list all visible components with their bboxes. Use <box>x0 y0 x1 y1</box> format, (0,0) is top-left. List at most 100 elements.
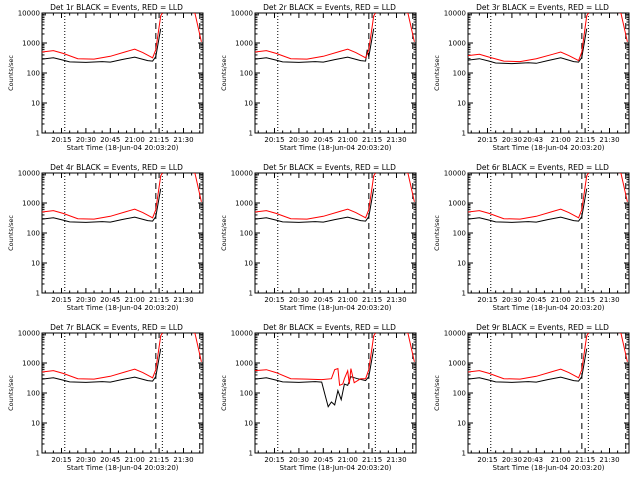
y-tick-label: 10 <box>457 100 466 108</box>
x-tick-label: 20:45 <box>100 456 120 464</box>
series-events-line <box>42 28 162 63</box>
x-tick-label: 21:00 <box>125 456 145 464</box>
x-tick-label: 21:15 <box>575 136 595 144</box>
x-tick-label: 20:45 <box>313 456 333 464</box>
y-tick-label: 100 <box>240 230 253 238</box>
x-tick-label: 20:30 <box>502 296 522 304</box>
x-tick-label: 21:30 <box>173 456 193 464</box>
series-lld-line <box>255 173 415 220</box>
chart-title: Det 5r BLACK = Events, RED = LLD <box>263 163 396 172</box>
series-events-line <box>468 348 588 383</box>
x-tick-label: 21:30 <box>386 136 406 144</box>
y-tick-label: 10 <box>457 260 466 268</box>
x-tick-label: 20:15 <box>51 456 71 464</box>
y-axis-label: Counts/sec <box>220 215 228 251</box>
y-tick-label: 10000 <box>231 330 253 338</box>
y-tick-label: 1000 <box>22 200 40 208</box>
x-tick-label: 21:00 <box>551 296 571 304</box>
y-axis-label: Counts/sec <box>7 55 15 91</box>
x-tick-label: 21:15 <box>149 296 169 304</box>
chart-det-9r: 1 10 100 1000 10000 20:15 20:30 20:43 21:00 21:15… <box>433 323 630 472</box>
y-tick-label: 1 <box>462 290 466 298</box>
x-axis-label: Start Time (18-Jun-04 20:03:20) <box>67 464 179 472</box>
chart-title: Det 1r BLACK = Events, RED = LLD <box>50 3 183 12</box>
x-tick-label: 20:15 <box>477 136 497 144</box>
x-tick-label: 21:00 <box>125 296 145 304</box>
chart-det-1r: 1 10 100 1000 10000 20:15 20:30 20:45 21:00 21:15… <box>7 3 204 152</box>
x-tick-label: 20:15 <box>264 296 284 304</box>
x-tick-label: 21:00 <box>338 296 358 304</box>
series-events-line <box>468 28 588 65</box>
chart-title: Det 8r BLACK = Events, RED = LLD <box>263 323 396 332</box>
x-tick-label: 20:45 <box>100 296 120 304</box>
x-tick-label: 21:00 <box>338 456 358 464</box>
y-tick-label: 1000 <box>22 360 40 368</box>
x-tick-label: 21:30 <box>599 136 619 144</box>
x-tick-label: 20:30 <box>502 456 522 464</box>
series-events-line <box>42 348 162 383</box>
series-lld-line <box>468 13 628 63</box>
x-tick-label: 21:00 <box>551 136 571 144</box>
series-events-line <box>255 188 375 223</box>
y-tick-label: 1000 <box>448 40 466 48</box>
y-axis-label: Counts/sec <box>433 55 441 91</box>
x-tick-label: 21:00 <box>125 136 145 144</box>
y-tick-label: 1 <box>462 450 466 458</box>
x-tick-label: 20:15 <box>264 456 284 464</box>
x-tick-label: 20:30 <box>76 136 96 144</box>
y-tick-label: 10 <box>244 100 253 108</box>
chart-det-3r: 1 10 100 1000 10000 20:15 20:30 20:43 21:00 21:15… <box>433 3 630 152</box>
y-tick-label: 10000 <box>231 170 253 178</box>
y-tick-label: 1 <box>462 130 466 138</box>
x-axis-label: Start Time (18-Jun-04 20:03:20) <box>67 144 179 152</box>
y-axis-label: Counts/sec <box>7 375 15 411</box>
plot-frame <box>467 172 630 294</box>
x-tick-label: 20:30 <box>289 296 309 304</box>
x-tick-label: 21:15 <box>575 456 595 464</box>
x-axis-label: Start Time (18-Jun-04 20:03:20) <box>493 464 605 472</box>
x-tick-label: 20:30 <box>502 136 522 144</box>
x-tick-label: 20:43 <box>523 456 543 464</box>
y-tick-label: 100 <box>240 390 253 398</box>
x-tick-label: 20:30 <box>289 136 309 144</box>
y-axis-label: Counts/sec <box>433 215 441 251</box>
series-lld-line <box>42 333 202 380</box>
chart-det-7r: 1 10 100 1000 10000 20:15 20:30 20:45 21:00 21:15… <box>7 323 204 472</box>
y-tick-label: 10000 <box>231 10 253 18</box>
x-axis-label: Start Time (18-Jun-04 20:03:20) <box>67 304 179 312</box>
series-lld-line <box>468 173 628 220</box>
x-tick-label: 21:30 <box>173 136 193 144</box>
x-tick-label: 20:30 <box>289 456 309 464</box>
y-tick-label: 10000 <box>18 10 40 18</box>
y-tick-label: 10 <box>457 420 466 428</box>
x-tick-label: 20:45 <box>526 296 546 304</box>
y-axis-label: Counts/sec <box>220 55 228 91</box>
plot-frame <box>467 332 630 454</box>
y-tick-label: 1 <box>36 450 40 458</box>
series-lld-line <box>255 333 415 387</box>
x-axis-label: Start Time (18-Jun-04 20:03:20) <box>280 144 392 152</box>
x-tick-label: 20:15 <box>477 456 497 464</box>
y-tick-label: 10 <box>31 100 40 108</box>
x-tick-label: 20:30 <box>76 456 96 464</box>
x-tick-label: 21:30 <box>173 296 193 304</box>
x-tick-label: 20:15 <box>51 296 71 304</box>
y-tick-label: 1000 <box>235 200 253 208</box>
y-tick-label: 1 <box>36 130 40 138</box>
chart-det-6r: 1 10 100 1000 10000 20:15 20:30 20:45 21:00 21:15… <box>433 163 630 312</box>
y-tick-label: 1000 <box>235 360 253 368</box>
x-tick-label: 21:00 <box>338 136 358 144</box>
x-tick-label: 20:45 <box>100 136 120 144</box>
series-events-line <box>255 28 375 63</box>
y-tick-label: 1000 <box>448 200 466 208</box>
x-tick-label: 20:43 <box>523 136 543 144</box>
plot-frame <box>254 12 417 134</box>
chart-title: Det 6r BLACK = Events, RED = LLD <box>476 163 609 172</box>
x-tick-label: 20:15 <box>264 136 284 144</box>
y-tick-label: 10 <box>31 420 40 428</box>
y-tick-label: 100 <box>453 70 466 78</box>
y-tick-label: 10000 <box>444 330 466 338</box>
series-lld-line <box>255 13 415 60</box>
y-tick-label: 1 <box>249 450 253 458</box>
